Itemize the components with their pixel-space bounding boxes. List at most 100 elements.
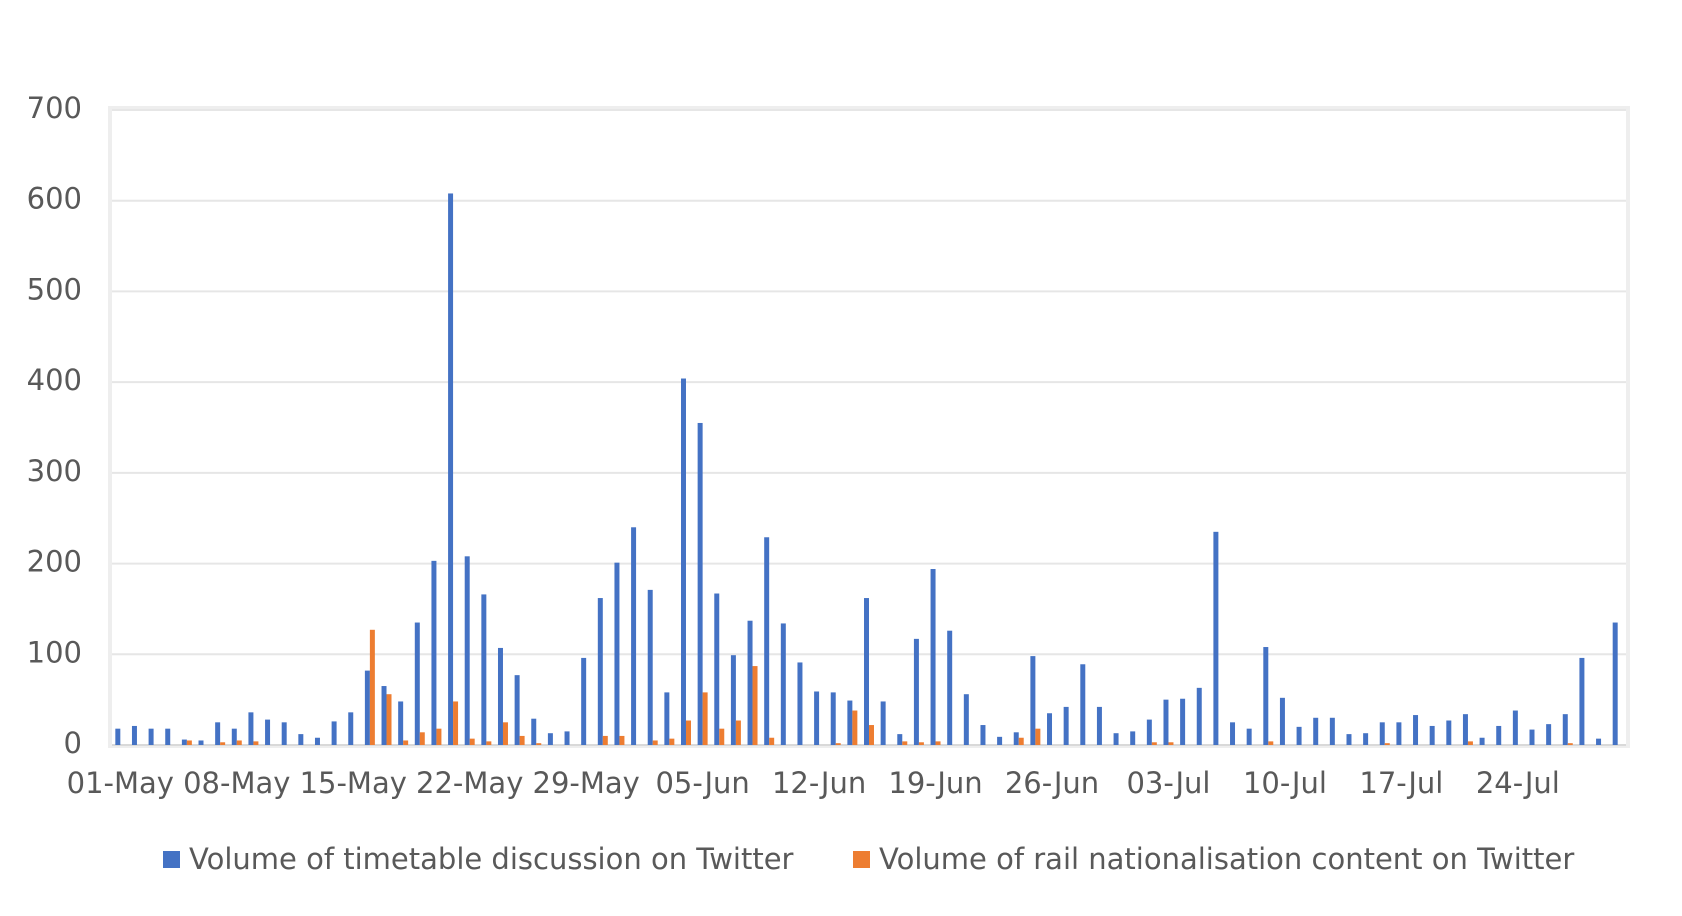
bar — [980, 725, 986, 745]
bar — [852, 710, 858, 745]
y-tick-label: 100 — [27, 635, 82, 669]
bar — [1096, 706, 1102, 745]
bar — [348, 712, 354, 745]
bar — [1163, 699, 1169, 745]
bar — [602, 735, 608, 745]
bar — [730, 655, 736, 745]
bar — [664, 692, 670, 745]
bar — [847, 700, 853, 745]
bar — [697, 422, 703, 745]
bar — [369, 629, 375, 745]
bar — [581, 657, 587, 745]
bar — [265, 719, 271, 745]
bar — [431, 560, 437, 745]
bar — [1213, 531, 1219, 745]
bar — [1329, 717, 1335, 745]
bar — [248, 712, 254, 745]
bar — [685, 720, 691, 745]
bar — [1013, 732, 1019, 745]
legend-swatch — [163, 851, 180, 868]
bar — [1130, 731, 1136, 745]
bar — [1512, 710, 1518, 745]
bar — [1567, 743, 1573, 745]
bar — [1296, 726, 1302, 745]
bar — [281, 722, 287, 745]
bar — [747, 620, 753, 745]
bar — [752, 666, 758, 745]
y-tick-label: 400 — [27, 363, 82, 397]
bar — [231, 728, 237, 745]
legend-label: Volume of rail nationalisation content o… — [879, 842, 1574, 876]
bar — [1018, 737, 1024, 745]
bar — [1346, 734, 1352, 745]
bar — [1379, 722, 1385, 745]
legend-label: Volume of timetable discussion on Twitte… — [189, 842, 794, 876]
bar — [448, 193, 454, 745]
bar — [918, 742, 924, 745]
bar — [1035, 728, 1041, 745]
bar — [314, 737, 320, 745]
bar — [1446, 720, 1452, 745]
bar — [1246, 728, 1252, 745]
bar — [486, 741, 492, 745]
bar — [514, 675, 520, 745]
bar — [935, 741, 941, 745]
bar — [1596, 738, 1602, 745]
bar — [1413, 715, 1419, 745]
bar — [1180, 698, 1186, 745]
bar — [735, 720, 741, 745]
bar — [1467, 741, 1473, 745]
bar — [1313, 717, 1319, 745]
bar — [364, 670, 370, 745]
bar — [215, 722, 221, 745]
bar — [669, 738, 675, 745]
y-tick-label: 600 — [27, 182, 82, 216]
bar — [1429, 725, 1435, 745]
bar — [419, 732, 425, 745]
bar — [497, 647, 503, 745]
bar — [652, 740, 658, 745]
bar — [1196, 687, 1202, 745]
y-tick-label: 0 — [64, 726, 82, 760]
bar — [769, 737, 775, 745]
bar — [614, 562, 620, 745]
bar — [1047, 713, 1053, 745]
bar — [1579, 657, 1585, 745]
bar — [702, 692, 708, 745]
x-tick-label: 15-May — [300, 766, 407, 800]
bar — [719, 728, 725, 745]
bar — [1268, 741, 1274, 745]
y-tick-label: 500 — [27, 272, 82, 306]
bar — [1230, 722, 1236, 745]
bar — [880, 701, 886, 745]
bar — [131, 725, 137, 745]
bar — [181, 739, 187, 745]
bar — [913, 638, 919, 745]
x-tick-label: 10-Jul — [1243, 766, 1327, 800]
y-tick-label: 700 — [27, 91, 82, 125]
bar — [647, 589, 653, 745]
bar — [331, 721, 337, 745]
legend-swatch — [853, 851, 870, 868]
bar — [1263, 647, 1269, 745]
bar — [930, 569, 936, 745]
x-tick-label: 01-May — [67, 766, 174, 800]
bar — [902, 741, 908, 745]
bar — [963, 694, 969, 745]
bar — [619, 735, 625, 745]
bar — [814, 691, 820, 745]
bar — [631, 527, 637, 745]
x-tick-label: 05-Jun — [655, 766, 749, 800]
bar — [1546, 724, 1552, 745]
bar — [1562, 714, 1568, 745]
bar — [1479, 737, 1485, 745]
bar — [764, 537, 770, 745]
bar — [780, 623, 786, 745]
x-tick-label: 08-May — [183, 766, 290, 800]
bar — [680, 378, 686, 745]
bar — [997, 736, 1003, 745]
bar — [1396, 722, 1402, 745]
bar — [1529, 729, 1535, 745]
